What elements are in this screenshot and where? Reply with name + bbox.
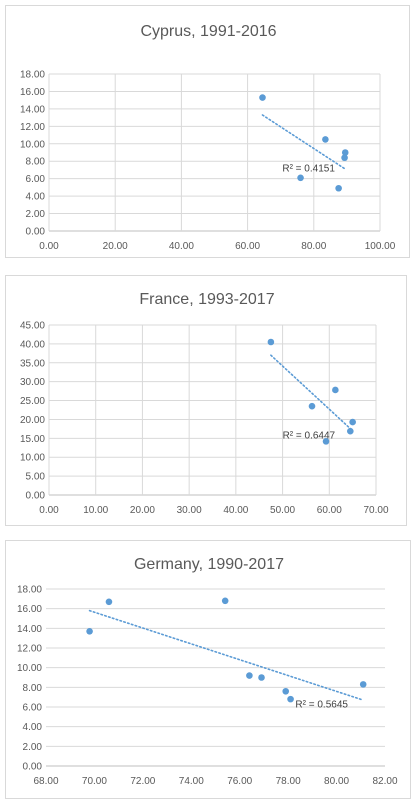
y-tick-label-germany: 10.00	[17, 663, 42, 674]
y-tick-label-cyprus: 18.00	[20, 70, 45, 81]
data-point-germany	[105, 598, 113, 606]
y-tick-label-cyprus: 0.00	[26, 227, 46, 238]
y-tick-label-germany: 8.00	[23, 683, 43, 694]
trendline-france	[270, 354, 354, 432]
data-point-cyprus	[297, 174, 304, 182]
y-tick-label-cyprus: 2.00	[26, 209, 46, 220]
x-tick-label-france: 60.00	[317, 505, 342, 516]
y-tick-label-france: 35.00	[20, 358, 45, 369]
y-tick-label-germany: 14.00	[17, 624, 42, 635]
y-tick-label-cyprus: 8.00	[26, 157, 46, 168]
x-tick-label-france: 40.00	[223, 505, 248, 516]
x-tick-label-cyprus: 60.00	[235, 241, 260, 252]
x-tick-label-france: 50.00	[270, 505, 295, 516]
x-tick-label-germany: 78.00	[276, 776, 301, 787]
chart-cyprus-svg: Cyprus, 1991-2016 0.00 2.00 4.00 6.00 8.00 10.…	[20, 23, 396, 252]
chart-germany-svg: Germany, 1990-2017 0.00 2.00 4.00 6.00 8.00 10…	[17, 556, 398, 787]
y-tick-label-cyprus: 4.00	[26, 192, 46, 203]
y-tick-label-germany: 4.00	[23, 722, 43, 733]
y-tick-label-france: 10.00	[20, 453, 45, 464]
x-tick-label-cyprus: 80.00	[301, 241, 326, 252]
x-tick-label-cyprus: 0.00	[39, 241, 59, 252]
data-point-cyprus	[341, 154, 348, 162]
data-point-france	[332, 386, 339, 394]
data-point-germany	[221, 597, 229, 605]
chart-title-france: France, 1993-2017	[139, 291, 274, 308]
data-point-france	[267, 338, 275, 346]
x-tick-label-france: 70.00	[363, 505, 388, 516]
r-squared-label-germany: R² = 0.5645	[295, 700, 348, 711]
x-tick-label-france: 30.00	[177, 505, 202, 516]
y-tick-label-germany: 16.00	[17, 604, 42, 615]
x-tick-label-germany: 70.00	[82, 776, 107, 787]
data-point-germany	[359, 681, 367, 688]
x-tick-label-germany: 72.00	[130, 776, 155, 787]
y-tick-label-germany: 6.00	[23, 703, 43, 714]
x-tick-label-cyprus: 40.00	[169, 241, 194, 252]
data-point-germany	[282, 687, 290, 695]
y-tick-label-france: 40.00	[20, 339, 45, 350]
data-point-cyprus	[259, 94, 266, 101]
trendline-cyprus	[261, 114, 347, 170]
data-point-france	[347, 427, 354, 435]
y-tick-label-cyprus: 14.00	[20, 104, 45, 115]
x-tick-label-germany: 68.00	[33, 776, 58, 787]
data-point-germany	[246, 672, 253, 679]
y-tick-label-cyprus: 16.00	[20, 87, 45, 98]
y-tick-label-france: 25.00	[20, 396, 45, 407]
y-tick-label-france: 15.00	[20, 434, 45, 445]
chart-germany: Germany, 1990-2017 0.00 2.00 4.00 6.00 8.00 10…	[5, 540, 411, 799]
r-squared-label-france: R² = 0.6447	[283, 430, 336, 441]
data-point-cyprus	[322, 136, 329, 143]
data-point-cyprus	[341, 149, 349, 156]
y-tick-label-cyprus: 10.00	[20, 139, 45, 150]
y-tick-label-france: 0.00	[26, 491, 46, 502]
y-tick-label-germany: 18.00	[17, 585, 42, 596]
y-tick-label-france: 45.00	[20, 321, 45, 332]
data-point-france	[349, 418, 356, 426]
y-tick-label-cyprus: 12.00	[20, 122, 45, 133]
chart-france-svg: France, 1993-2017 0.00 5.00 10.00 15.00 20.00…	[20, 291, 389, 516]
y-tick-label-cyprus: 6.00	[26, 174, 46, 185]
y-tick-label-france: 5.00	[26, 472, 46, 483]
chart-cyprus: Cyprus, 1991-2016 0.00 2.00 4.00 6.00 8.00 10.…	[5, 5, 410, 258]
r-squared-label-cyprus: R² = 0.4151	[282, 164, 335, 175]
x-tick-label-cyprus: 100.00	[365, 241, 396, 252]
x-tick-label-germany: 76.00	[227, 776, 252, 787]
chart-france: France, 1993-2017 0.00 5.00 10.00 15.00 20.00…	[5, 275, 407, 526]
x-tick-label-cyprus: 20.00	[103, 241, 128, 252]
y-tick-label-france: 20.00	[20, 415, 45, 426]
data-point-cyprus	[335, 184, 342, 192]
y-tick-label-germany: 12.00	[17, 644, 42, 655]
chart-title-cyprus: Cyprus, 1991-2016	[140, 23, 276, 40]
x-tick-label-germany: 74.00	[179, 776, 204, 787]
trendline-germany	[88, 609, 365, 701]
data-point-france	[308, 402, 316, 410]
y-tick-label-france: 30.00	[20, 377, 45, 388]
data-point-france	[322, 438, 330, 445]
y-tick-label-germany: 2.00	[23, 742, 43, 753]
y-tick-label-germany: 0.00	[23, 762, 43, 773]
x-tick-label-france: 20.00	[130, 505, 155, 516]
x-tick-label-germany: 82.00	[372, 776, 397, 787]
chart-title-germany: Germany, 1990-2017	[134, 556, 284, 573]
data-point-germany	[86, 627, 93, 635]
data-point-germany	[258, 674, 265, 681]
x-tick-label-germany: 80.00	[324, 776, 349, 787]
x-tick-label-france: 0.00	[39, 505, 59, 516]
x-tick-label-france: 10.00	[83, 505, 108, 516]
data-point-germany	[287, 695, 294, 703]
